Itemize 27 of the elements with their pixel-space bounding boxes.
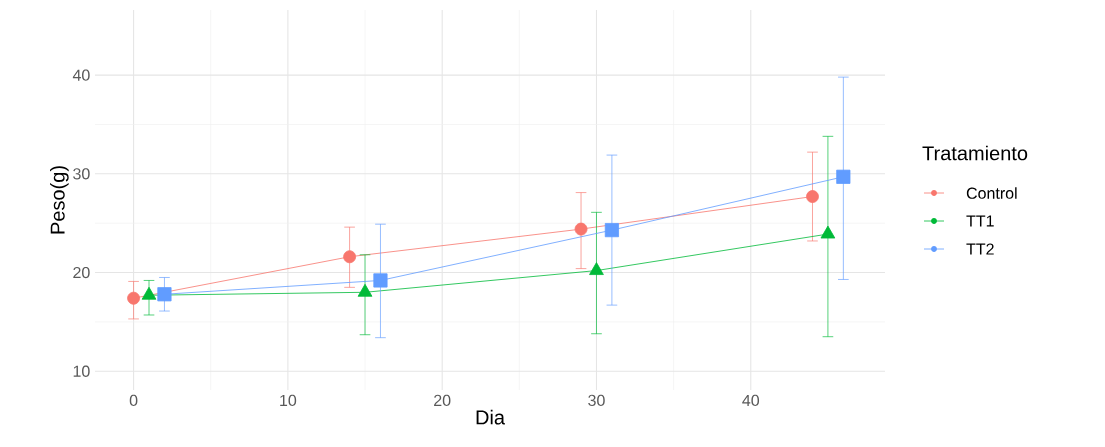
legend-label: Control	[966, 187, 1017, 199]
y-tick-label: 40	[72, 69, 90, 81]
point	[820, 225, 836, 239]
point	[836, 169, 851, 184]
x-tick-label: 20	[434, 394, 451, 407]
point	[373, 273, 388, 288]
x-tick-label: 40	[742, 394, 760, 407]
x-tick-label: 30	[588, 394, 605, 407]
y-tick-label: 10	[73, 365, 90, 377]
legend-label: TT2	[966, 243, 994, 255]
point	[589, 262, 604, 275]
x-tick-label: 10	[280, 394, 297, 407]
y-axis-title: Peso(g)	[50, 166, 69, 234]
point	[357, 283, 373, 297]
point	[806, 190, 819, 203]
point	[574, 222, 588, 236]
y-tick-label: 20	[73, 266, 90, 279]
y-tick-label: 30	[73, 168, 90, 180]
point	[343, 250, 356, 264]
point	[141, 286, 157, 300]
legend-label: TT1	[966, 215, 994, 227]
x-axis-title: Dia	[476, 409, 506, 425]
point	[604, 223, 619, 238]
legend-title: Tratamiento	[922, 145, 1028, 161]
point	[127, 291, 140, 305]
point	[157, 287, 172, 302]
x-tick-label: 0	[129, 394, 138, 407]
